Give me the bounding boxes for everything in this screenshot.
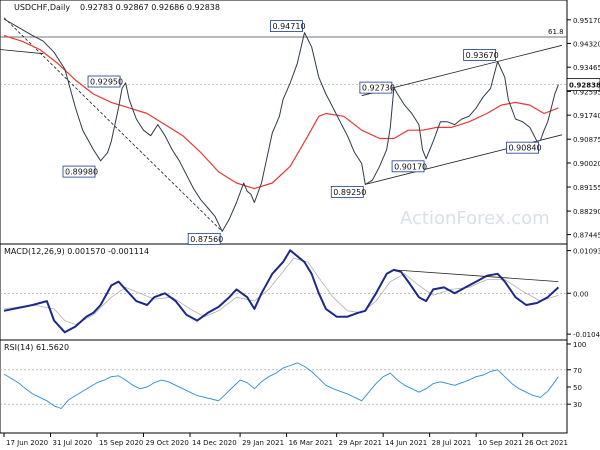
price-tick-label: 0.95170 — [573, 17, 600, 25]
macd-lines — [0, 249, 567, 334]
price-callout-label: 0.94710 — [272, 22, 305, 31]
rsi-tick-label: 50 — [573, 384, 582, 392]
x-tick-label: 28 Jul 2021 — [432, 439, 472, 447]
x-tick-label: 17 Jun 2020 — [6, 439, 48, 447]
price-callout-label: 0.93670 — [466, 51, 499, 60]
rsi-axis: 100 70 50 30 — [567, 341, 586, 409]
current-price-label: 0.92838 — [569, 82, 600, 90]
price-tick-label: 0.88290 — [573, 208, 600, 216]
macd-divergence-line — [393, 269, 559, 282]
current-price-tag — [566, 78, 600, 92]
price-tick-label: 0.90020 — [573, 160, 600, 168]
price-callout-box — [62, 165, 96, 178]
early-support-line — [0, 49, 44, 55]
x-tick-label: 29 Jan 2021 — [242, 439, 284, 447]
channel-resistance-line — [361, 44, 563, 97]
price-callout-label: 0.89980 — [65, 168, 98, 177]
macd-tick-label: 0.00 — [573, 290, 589, 298]
rsi-lines — [0, 362, 567, 409]
macd-tick-label: -0.010459 — [573, 331, 600, 339]
price-axis: 0.95170 0.94320 0.93465 0.92595 0.91740 0.908… — [566, 17, 600, 240]
price-callout-label: 0.92950 — [90, 78, 123, 87]
price-callout-label: 0.90840 — [509, 144, 542, 153]
moving-average-line — [3, 35, 559, 190]
price-callout-box — [270, 20, 303, 32]
price-tick-label: 0.89155 — [573, 184, 600, 192]
x-tick-label: 29 Oct 2020 — [146, 439, 189, 447]
rsi-tick-label: 70 — [573, 367, 582, 375]
price-callout-box — [359, 81, 393, 94]
price-callout-label: 0.92730 — [362, 84, 395, 93]
x-tick-label: 15 Sep 2020 — [99, 439, 143, 447]
price-callout-box — [330, 185, 364, 198]
fib-level-label: 61.8 — [548, 28, 564, 36]
price-callout-label: 0.89250 — [333, 188, 366, 197]
price-tick-label: 0.91740 — [573, 112, 600, 120]
watermark: ActionForex.com — [400, 208, 550, 229]
rsi-tick-label: 100 — [573, 341, 586, 349]
price-labels: 0.89980 0.92950 0.87560 0.94710 0.89250 0.927… — [62, 20, 542, 245]
x-tick-label: 29 Apr 2021 — [339, 439, 382, 447]
rsi-tick-label: 30 — [573, 401, 582, 409]
price-callout-box — [187, 232, 221, 245]
price-tick-label: 0.94320 — [573, 40, 600, 48]
macd-signal-line — [3, 257, 559, 325]
price-ohlc: 0.92783 0.92867 0.92686 0.92838 — [80, 3, 220, 12]
price-tick-label: 0.87445 — [573, 232, 600, 240]
macd-tick-label: 0.010935 — [573, 248, 600, 256]
price-callout-label: 0.87560 — [190, 235, 223, 244]
price-callout-box — [87, 75, 121, 88]
price-tick-label: 0.92595 — [573, 88, 600, 96]
x-tick-label: 10 Sep 2021 — [478, 439, 522, 447]
price-tick-label: 0.90875 — [573, 136, 600, 144]
macd-title: MACD(12,26,9) 0.001570 -0.001114 — [4, 247, 149, 256]
price-line — [3, 18, 559, 232]
x-tick-label: 16 Mar 2021 — [289, 439, 333, 447]
x-tick-label: 14 Jun 2021 — [385, 439, 427, 447]
macd-axis: 0.010935 0.00 -0.010459 — [567, 248, 600, 339]
x-tick-label: 26 Oct 2021 — [525, 439, 568, 447]
x-axis: 17 Jun 2020 31 Jul 2020 15 Sep 2020 29 Oct … — [3, 433, 568, 447]
price-callout-label: 0.90170 — [394, 162, 427, 171]
price-callout-box — [506, 141, 539, 154]
price-callout-box — [463, 49, 497, 61]
price-tick-label: 0.93465 — [573, 64, 600, 72]
x-tick-label: 14 Dec 2020 — [192, 439, 237, 447]
price-grid: 61.8 — [0, 28, 567, 85]
rsi-line — [3, 362, 559, 409]
rsi-title: RSI(14) 61.5620 — [4, 343, 69, 352]
x-tick-label: 31 Jul 2020 — [53, 439, 93, 447]
price-title: USDCHF,Daily — [14, 3, 70, 12]
macd-line — [3, 249, 560, 334]
price-callout-box — [391, 160, 425, 173]
